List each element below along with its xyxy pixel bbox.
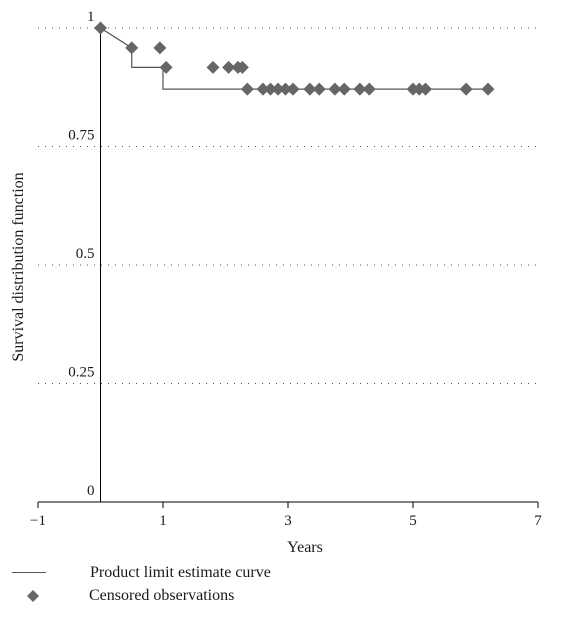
x-axis-title: Years — [287, 539, 323, 556]
censored-point-23 — [459, 82, 473, 96]
legend-diamond-icon — [27, 589, 39, 602]
legend-line-icon — [12, 572, 46, 573]
y-tick-label-1: 0.25 — [68, 365, 94, 381]
censored-point-18 — [353, 82, 367, 96]
y-tick-label-2: 0.5 — [76, 246, 95, 262]
censored-point-8 — [240, 82, 254, 96]
censored-point-5 — [222, 60, 236, 74]
censored-point-24 — [481, 82, 495, 96]
censored-point-22 — [419, 82, 432, 96]
x-tick-label-0: −1 — [30, 513, 46, 529]
censored-point-7 — [235, 60, 249, 74]
censored-point-14 — [303, 82, 317, 96]
tick-labels: −1 1 3 5 7 0 0.25 0.5 0.75 1 — [30, 9, 542, 529]
legend: Product limit estimate curve Censored ob… — [12, 561, 271, 607]
censored-point-11 — [271, 82, 285, 96]
censored-point-9 — [256, 82, 270, 96]
x-tick-label-3: 5 — [409, 513, 417, 529]
censored-point-12 — [279, 82, 292, 96]
curve-path — [100, 27, 488, 90]
legend-item-censored: Censored observations — [12, 584, 271, 607]
y-tick-label-0: 0 — [87, 483, 95, 499]
y-axis-title: Survival distribution function — [10, 172, 27, 361]
x-tick-label-4: 7 — [534, 513, 542, 529]
axes — [37, 23, 539, 508]
censored-point-0 — [94, 21, 107, 35]
y-tick-label-4: 1 — [87, 9, 95, 25]
censored-point-15 — [312, 82, 326, 96]
x-tick-label-2: 3 — [284, 513, 292, 529]
censored-point-2 — [153, 41, 167, 55]
censored-point-3 — [159, 60, 173, 74]
censored-point-1 — [125, 41, 139, 55]
survival-chart: −1 1 3 5 7 0 0.25 0.5 0.75 1 Years Survival distr… — [10, 9, 542, 556]
censored-point-17 — [337, 82, 351, 96]
grid-lines — [38, 27, 538, 384]
censored-markers — [94, 21, 495, 96]
legend-label-curve: Product limit estimate curve — [90, 564, 271, 581]
product-limit-curve — [100, 27, 488, 90]
censored-point-4 — [206, 60, 220, 74]
censored-point-10 — [264, 82, 277, 96]
legend-label-censored: Censored observations — [89, 587, 235, 604]
y-tick-label-3: 0.75 — [68, 128, 94, 144]
x-tick-label-1: 1 — [159, 513, 167, 529]
censored-point-13 — [286, 82, 300, 96]
legend-item-curve: Product limit estimate curve — [12, 561, 271, 584]
censored-point-19 — [362, 82, 376, 96]
censored-point-16 — [328, 82, 342, 96]
